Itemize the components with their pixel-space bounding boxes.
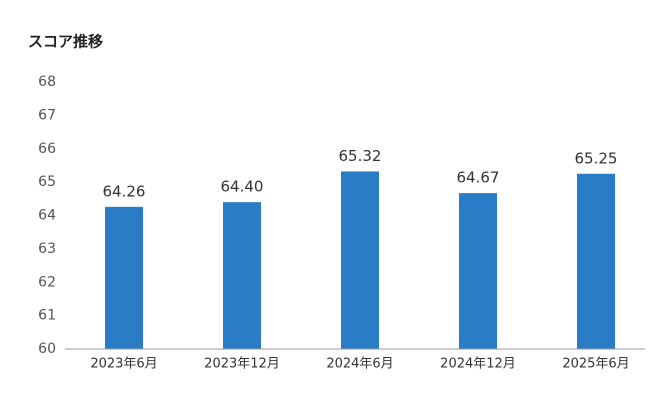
y-tick-label: 62 [38,274,56,290]
chart-title: スコア推移 [28,33,103,51]
y-tick-label: 64 [38,208,56,224]
y-tick-label: 60 [38,341,56,357]
y-tick-label: 66 [38,141,56,157]
y-tick-label: 65 [38,174,56,190]
y-tick-label: 61 [38,308,56,324]
bar [459,193,497,349]
x-tick-label: 2025年6月 [562,357,629,372]
value-label: 65.32 [339,147,382,165]
value-label: 64.26 [103,182,146,200]
x-tick-label: 2024年6月 [326,357,393,372]
y-tick-label: 67 [38,107,56,123]
x-tick-label: 2024年12月 [440,357,516,372]
x-tick-label: 2023年12月 [204,357,280,372]
bar [223,202,261,349]
value-label: 65.25 [575,149,618,167]
value-label: 64.40 [221,178,264,196]
x-tick-label: 2023年6月 [90,357,157,372]
bar [105,206,143,349]
bar [341,171,379,349]
y-tick-label: 68 [38,74,56,90]
y-tick-label: 63 [38,241,56,257]
bar [577,173,615,349]
value-label: 64.67 [457,169,500,187]
